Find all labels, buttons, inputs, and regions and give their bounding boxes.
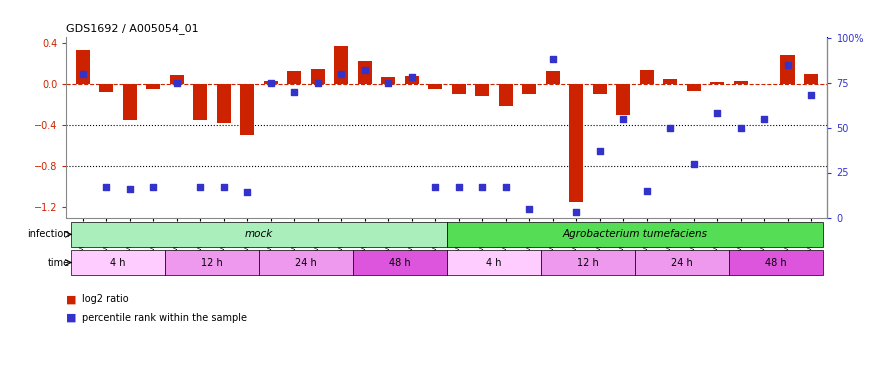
Text: Agrobacterium tumefaciens: Agrobacterium tumefaciens — [562, 230, 707, 239]
Bar — [734, 81, 748, 84]
Point — [170, 80, 184, 86]
Point — [335, 70, 349, 76]
Point — [240, 189, 254, 195]
Bar — [781, 55, 795, 84]
FancyBboxPatch shape — [729, 250, 823, 275]
Point — [475, 184, 489, 190]
Bar — [123, 84, 137, 120]
Bar — [264, 81, 278, 84]
Bar — [99, 84, 113, 92]
Bar — [640, 70, 654, 84]
Bar — [335, 46, 349, 84]
Bar — [288, 72, 301, 84]
Point — [76, 70, 90, 76]
Point — [593, 148, 607, 154]
Text: time: time — [48, 258, 70, 267]
Point — [663, 124, 677, 130]
Point — [498, 184, 512, 190]
Bar — [381, 76, 396, 84]
Point — [451, 184, 466, 190]
Point — [687, 160, 701, 166]
Point — [99, 184, 113, 190]
Text: 4 h: 4 h — [486, 258, 502, 267]
Point — [428, 184, 442, 190]
Bar — [451, 84, 466, 94]
Text: 12 h: 12 h — [201, 258, 223, 267]
Bar — [146, 84, 160, 89]
FancyBboxPatch shape — [447, 222, 823, 247]
Bar — [76, 50, 90, 84]
Point — [616, 116, 630, 122]
FancyBboxPatch shape — [541, 250, 635, 275]
Bar — [569, 84, 583, 202]
Bar — [522, 84, 536, 94]
Bar — [240, 84, 254, 135]
Bar — [616, 84, 630, 115]
Point — [217, 184, 231, 190]
Point — [545, 56, 559, 62]
Text: GDS1692 / A005054_01: GDS1692 / A005054_01 — [66, 23, 199, 34]
Point — [193, 184, 207, 190]
Text: ■: ■ — [66, 313, 77, 323]
Point — [264, 80, 278, 86]
Text: infection: infection — [27, 230, 70, 239]
Text: mock: mock — [245, 230, 273, 239]
Bar — [475, 84, 489, 96]
Text: 48 h: 48 h — [765, 258, 787, 267]
Bar — [593, 84, 606, 94]
Text: ■: ■ — [66, 294, 77, 304]
FancyBboxPatch shape — [353, 250, 447, 275]
FancyBboxPatch shape — [635, 250, 729, 275]
Point — [123, 186, 137, 192]
Text: 48 h: 48 h — [389, 258, 411, 267]
Bar — [428, 84, 442, 89]
Bar — [687, 84, 701, 91]
FancyBboxPatch shape — [447, 250, 541, 275]
FancyBboxPatch shape — [71, 250, 165, 275]
Text: percentile rank within the sample: percentile rank within the sample — [82, 313, 247, 323]
Text: 12 h: 12 h — [577, 258, 599, 267]
Point — [640, 188, 654, 194]
Text: 24 h: 24 h — [295, 258, 317, 267]
Bar — [663, 79, 677, 84]
Text: 4 h: 4 h — [111, 258, 126, 267]
Point — [710, 110, 724, 116]
Bar — [311, 69, 325, 84]
Bar — [217, 84, 231, 123]
Bar — [193, 84, 207, 120]
Point — [311, 80, 325, 86]
Point — [522, 206, 536, 212]
Bar — [710, 82, 724, 84]
FancyBboxPatch shape — [71, 222, 447, 247]
Point — [804, 92, 818, 98]
FancyBboxPatch shape — [259, 250, 353, 275]
Point — [358, 67, 372, 73]
Point — [381, 80, 396, 86]
Bar — [404, 75, 419, 84]
Bar — [498, 84, 512, 106]
Point — [734, 124, 748, 130]
Point — [757, 116, 771, 122]
Text: log2 ratio: log2 ratio — [82, 294, 129, 304]
Bar — [545, 72, 559, 84]
Point — [404, 74, 419, 80]
Bar — [358, 61, 372, 84]
Point — [146, 184, 160, 190]
Text: 24 h: 24 h — [671, 258, 693, 267]
Point — [569, 209, 583, 215]
Bar — [804, 74, 818, 84]
FancyBboxPatch shape — [165, 250, 259, 275]
Point — [287, 88, 301, 94]
Bar — [170, 75, 184, 84]
Point — [781, 62, 795, 68]
